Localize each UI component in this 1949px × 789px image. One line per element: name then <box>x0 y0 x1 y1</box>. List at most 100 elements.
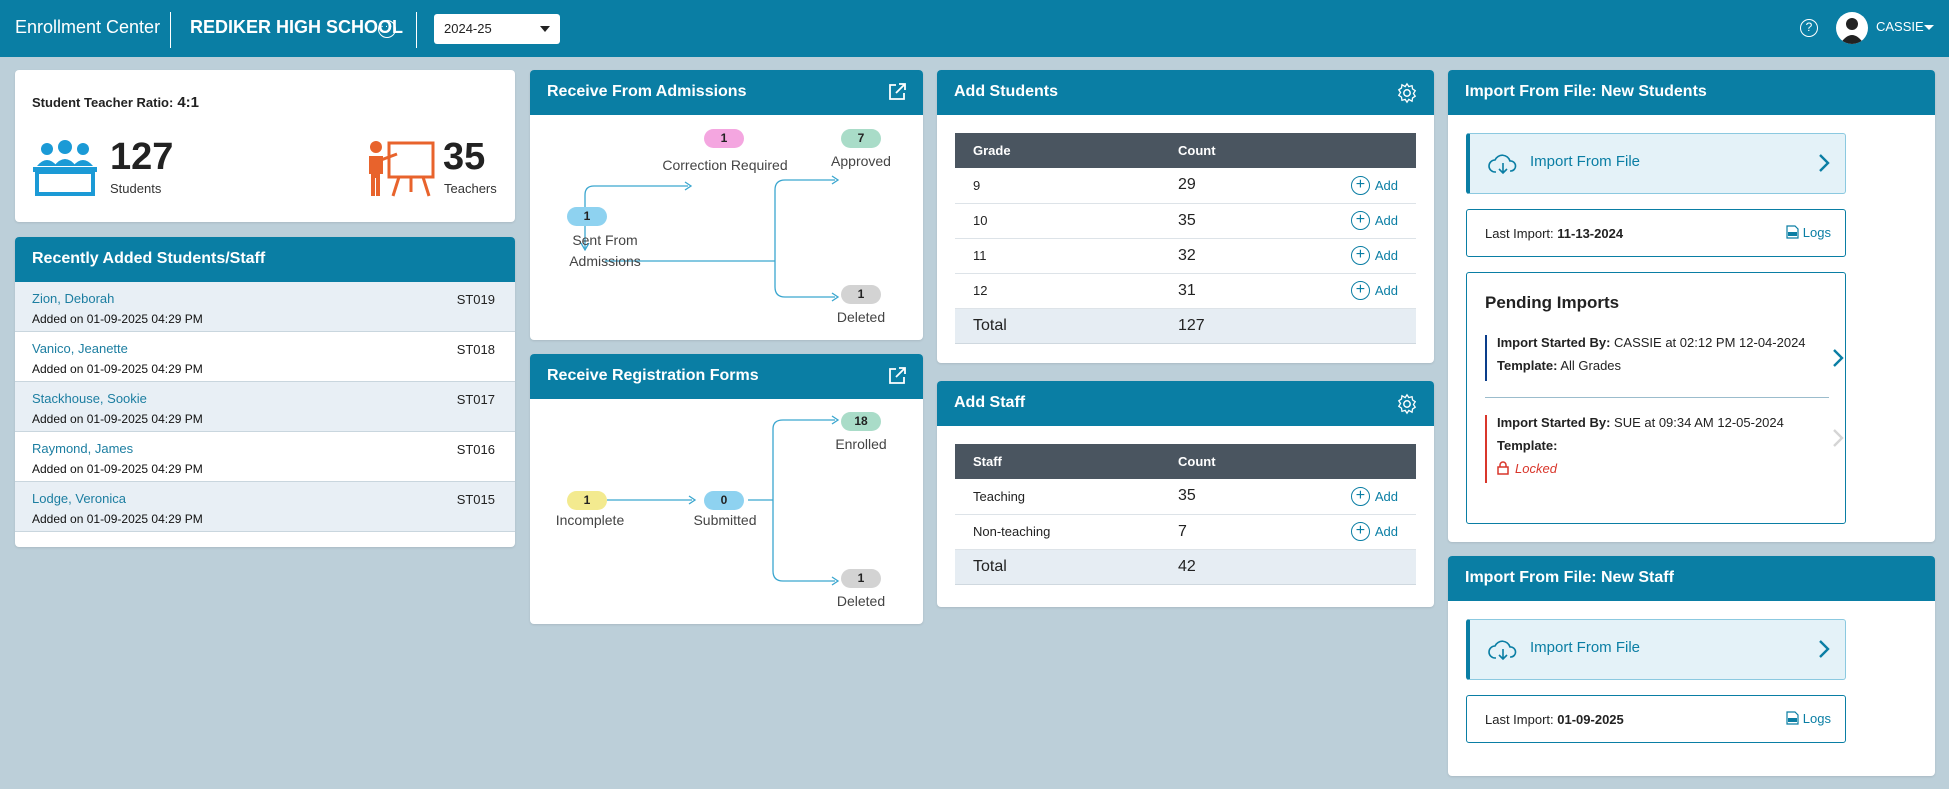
recent-header: Recently Added Students/Staff <box>15 237 515 282</box>
added-date: Added on 01-09-2025 04:29 PM <box>32 462 203 476</box>
student-link[interactable]: Lodge, Veronica <box>32 491 126 506</box>
submitted-label: Submitted <box>693 512 757 528</box>
table-row: 11 32 + Add <box>955 238 1416 274</box>
help-icon[interactable]: ? <box>1800 19 1818 37</box>
app-title[interactable]: Enrollment Center <box>15 17 161 37</box>
count-column-header: Count <box>1160 133 1310 168</box>
import-button-label: Import From File <box>1530 639 1641 656</box>
cloud-download-icon <box>1488 154 1517 175</box>
chevron-down-icon[interactable] <box>1924 25 1934 30</box>
submitted-count-pill[interactable]: 0 <box>704 491 744 510</box>
locked-status: Locked <box>1497 461 1825 476</box>
sent-count-pill[interactable]: 1 <box>567 207 607 226</box>
student-id: ST018 <box>456 342 495 357</box>
year-select-value: 2024-25 <box>444 21 492 36</box>
total-row: Total 127 <box>955 308 1416 344</box>
list-item: Raymond, James ST016 Added on 01-09-2025… <box>15 432 515 482</box>
deleted-count-pill[interactable]: 1 <box>841 285 881 304</box>
add-grade-button[interactable]: + Add <box>1350 211 1398 230</box>
enrolled-label: Enrolled <box>835 436 887 452</box>
student-link[interactable]: Vanico, Jeanette <box>32 341 128 356</box>
table-row: Non-teaching 7 + Add <box>955 514 1416 550</box>
add-staff-button[interactable]: + Add <box>1350 522 1398 541</box>
avatar[interactable] <box>1836 12 1868 44</box>
student-id: ST017 <box>456 392 495 407</box>
lock-icon <box>1497 461 1509 475</box>
student-link[interactable]: Zion, Deborah <box>32 291 115 306</box>
deleted-label: Deleted <box>836 593 886 609</box>
added-date: Added on 01-09-2025 04:29 PM <box>32 362 203 376</box>
student-link[interactable]: Raymond, James <box>32 441 134 456</box>
teacher-icon <box>369 141 435 197</box>
incomplete-label: Incomplete <box>555 512 625 528</box>
year-select[interactable]: 2024-25 <box>434 14 560 44</box>
plus-circle-icon: + <box>1350 246 1370 265</box>
user-menu-name[interactable]: CASSIE <box>1876 19 1924 34</box>
add-grade-button[interactable]: + Add <box>1350 281 1398 300</box>
csv-file-icon <box>1786 225 1799 239</box>
import-button-label: Import From File <box>1530 153 1641 170</box>
enrolled-count-pill[interactable]: 18 <box>841 412 881 431</box>
list-item: Stackhouse, Sookie ST017 Added on 01-09-… <box>15 382 515 432</box>
pending-item-locked: Import Started By: SUE at 09:34 AM 12-05… <box>1485 415 1844 483</box>
add-grade-button[interactable]: + Add <box>1350 246 1398 265</box>
regforms-header: Receive Registration Forms <box>530 354 923 399</box>
last-import-box: Last Import: 11-13-2024 Logs <box>1466 209 1846 257</box>
pending-item[interactable]: Import Started By: CASSIE at 02:12 PM 12… <box>1485 335 1844 381</box>
gear-icon[interactable] <box>1396 393 1418 415</box>
incomplete-count-pill[interactable]: 1 <box>567 491 607 510</box>
csv-file-icon <box>1786 711 1799 725</box>
students-icon <box>33 140 97 196</box>
add-grade-button[interactable]: + Add <box>1350 175 1398 195</box>
gear-icon[interactable] <box>1396 82 1418 104</box>
more-options-icon[interactable]: ··· <box>378 20 396 38</box>
deleted-label: Deleted <box>836 309 886 325</box>
total-row: Total 42 <box>955 549 1416 585</box>
added-date: Added on 01-09-2025 04:29 PM <box>32 512 203 526</box>
last-import-box: Last Import: 01-09-2025 Logs <box>1466 695 1846 743</box>
list-item: Lodge, Veronica ST015 Added on 01-09-202… <box>15 482 515 532</box>
import-students-card: Import From File: New Students Import Fr… <box>1448 70 1935 542</box>
student-id: ST015 <box>456 492 495 507</box>
approved-label: Approved <box>831 153 891 169</box>
add-staff-card: Add Staff Staff Count Teaching 35 + Add Non-… <box>937 381 1434 607</box>
admissions-card: Receive From Admissions 1 Sent From Admis… <box>530 70 923 340</box>
add-students-card: Add Students Grade Count 9 29 + Add 10 35 + Add… <box>937 70 1434 363</box>
plus-circle-icon: + <box>1350 211 1370 230</box>
last-import-label: Last Import: <box>1485 712 1554 727</box>
recent-list: Zion, Deborah ST019 Added on 01-09-2025 … <box>15 282 515 532</box>
logs-link[interactable]: Logs <box>1786 711 1831 726</box>
added-date: Added on 01-09-2025 04:29 PM <box>32 412 203 426</box>
regforms-card: Receive Registration Forms 1 Incomplete … <box>530 354 923 624</box>
student-link[interactable]: Stackhouse, Sookie <box>32 391 147 406</box>
teachers-count: 35 <box>443 136 486 178</box>
table-row: Teaching 35 + Add <box>955 479 1416 515</box>
deleted-count-pill[interactable]: 1 <box>841 569 881 588</box>
plus-circle-icon: + <box>1350 175 1370 195</box>
chevron-right-icon <box>1819 640 1830 658</box>
import-from-file-button[interactable]: Import From File <box>1466 619 1846 680</box>
external-link-icon[interactable] <box>887 366 907 386</box>
cloud-download-icon <box>1488 640 1517 661</box>
import-from-file-button[interactable]: Import From File <box>1466 133 1846 194</box>
import-staff-header: Import From File: New Staff <box>1448 556 1935 601</box>
pending-title: Pending Imports <box>1485 293 1620 312</box>
chevron-down-icon <box>540 26 550 32</box>
import-staff-card: Import From File: New Staff Import From … <box>1448 556 1935 776</box>
staff-table: Staff Count Teaching 35 + Add Non-teaching 7 +… <box>955 444 1416 585</box>
pending-imports: Pending Imports Import Started By: CASSI… <box>1466 272 1846 524</box>
admissions-flow-lines <box>580 175 840 302</box>
chevron-right-icon[interactable] <box>1831 347 1845 369</box>
table-row: 10 35 + Add <box>955 203 1416 239</box>
logs-link[interactable]: Logs <box>1786 225 1831 240</box>
add-staff-button[interactable]: + Add <box>1350 486 1398 506</box>
added-date: Added on 01-09-2025 04:29 PM <box>32 312 203 326</box>
correction-label: Correction Required <box>662 157 788 173</box>
external-link-icon[interactable] <box>887 82 907 102</box>
last-import-date: 01-09-2025 <box>1557 712 1624 727</box>
chevron-right-icon <box>1819 154 1830 172</box>
approved-count-pill[interactable]: 7 <box>841 129 881 148</box>
correction-count-pill[interactable]: 1 <box>704 129 744 148</box>
import-students-title: Import From File: New Students <box>1465 83 1707 100</box>
students-count: 127 <box>110 136 174 178</box>
